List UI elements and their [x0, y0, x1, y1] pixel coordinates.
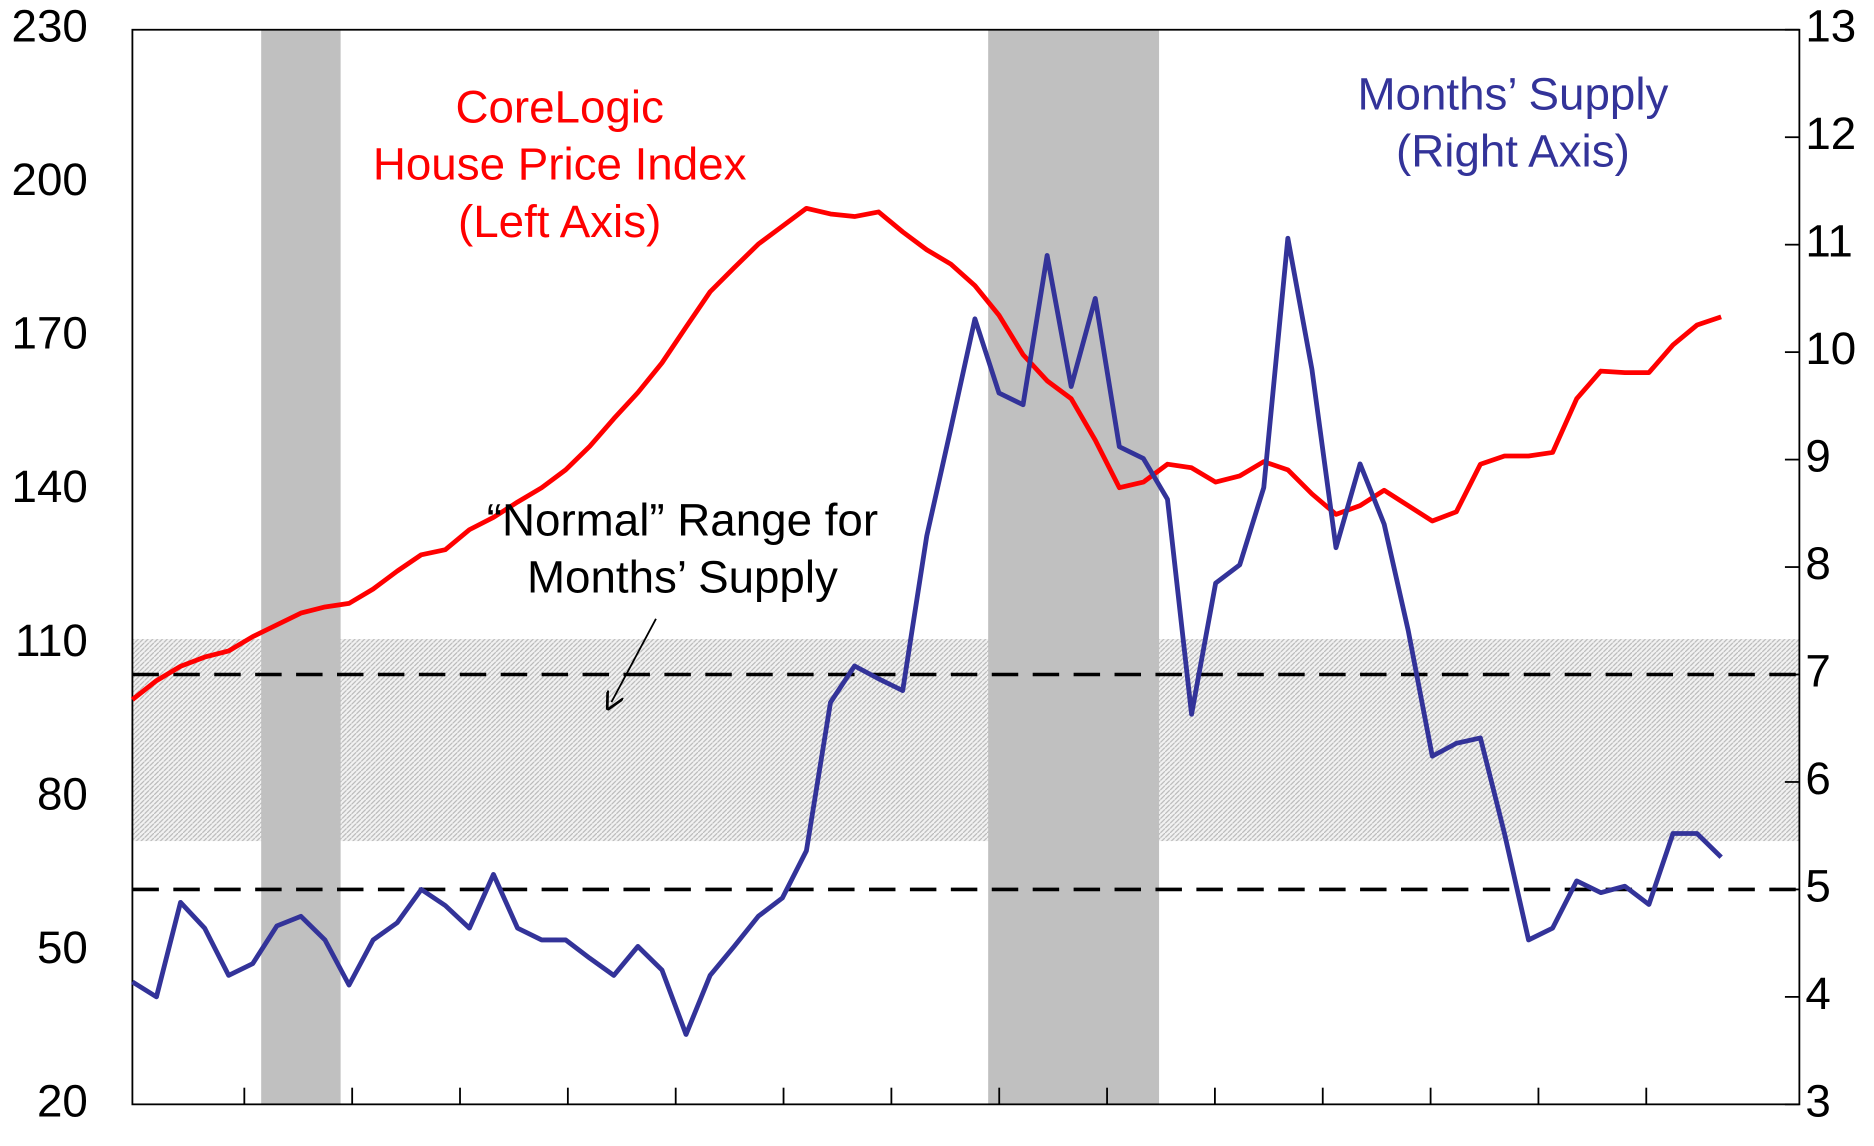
- y2-tick-label: 9: [1805, 431, 1830, 482]
- recession-band: [261, 29, 341, 1105]
- series-label: CoreLogic: [455, 82, 663, 133]
- series-label: Months’ Supply: [1357, 69, 1668, 120]
- series-label: House Price Index: [373, 139, 747, 190]
- series-line: [130, 205, 1722, 702]
- range-arrow: [611, 618, 657, 702]
- y2-tick-label: 4: [1805, 968, 1830, 1019]
- y2-tick-label: 5: [1805, 861, 1830, 912]
- y-tick-label: 110: [15, 615, 88, 666]
- y-tick-label: 80: [37, 769, 88, 820]
- range-label: Months’ Supply: [527, 552, 838, 603]
- series-line: [131, 235, 1723, 1037]
- normal-range-band: [132, 639, 1800, 842]
- y2-tick-label: 7: [1805, 646, 1830, 697]
- y2-tick-label: 3: [1805, 1076, 1830, 1127]
- y2-tick-label: 6: [1805, 753, 1830, 804]
- y2-tick-label: 13: [1805, 1, 1856, 52]
- y-tick-label: 140: [12, 461, 88, 512]
- series-label: (Right Axis): [1396, 126, 1630, 177]
- y2-tick-label: 12: [1805, 108, 1856, 159]
- y-tick-label: 50: [37, 922, 88, 973]
- y2-tick-label: 8: [1805, 538, 1830, 589]
- y2-tick-label: 10: [1805, 323, 1856, 374]
- recession-band: [988, 29, 1160, 1105]
- y2-tick-label: 11: [1805, 216, 1852, 267]
- range-label: “Normal” Range for: [487, 495, 878, 546]
- series-label: (Left Axis): [458, 196, 661, 247]
- y-tick-label: 230: [12, 1, 88, 52]
- y-tick-label: 200: [12, 154, 88, 205]
- y-tick-label: 20: [37, 1076, 88, 1127]
- y-tick-label: 170: [12, 308, 88, 359]
